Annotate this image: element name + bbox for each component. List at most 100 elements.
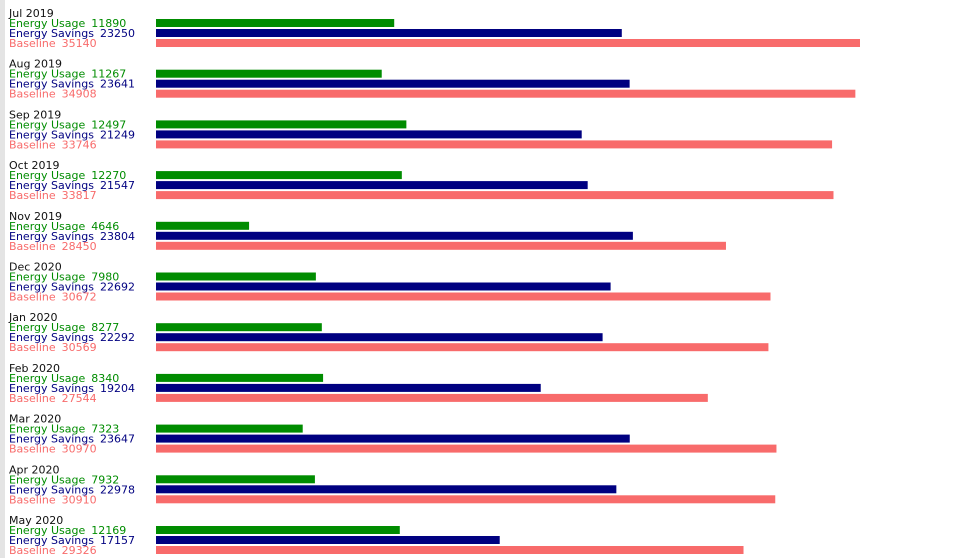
legend-entry: Energy Usage	[9, 524, 86, 537]
bar	[156, 130, 582, 139]
value-label: 12270	[91, 169, 126, 182]
series-label: Energy Savings 22692	[9, 281, 135, 294]
value-label: 21249	[100, 128, 135, 141]
legend-entry: Energy Savings	[9, 179, 94, 192]
bar	[156, 89, 856, 98]
series-label: Energy Savings 22292	[9, 331, 135, 344]
series-label: Energy Savings 23804	[9, 230, 135, 243]
legend-entry: Energy Usage	[9, 68, 86, 81]
value-label: 11890	[91, 17, 126, 30]
legend-entry: Energy Usage	[9, 423, 86, 436]
legend-entry: Baseline	[9, 291, 56, 304]
series-label: Energy Usage 12169	[9, 524, 126, 537]
series-label: Energy Savings 17157	[9, 534, 135, 547]
bar	[156, 495, 776, 504]
bar	[156, 444, 777, 453]
value-label: 30970	[62, 443, 97, 456]
series-label: Baseline 30672	[9, 291, 97, 304]
value-label: 8340	[91, 372, 119, 385]
value-label: 33746	[62, 138, 97, 151]
bar	[156, 272, 316, 281]
bar	[156, 536, 500, 544]
series-label: Energy Savings 21249	[9, 128, 135, 141]
value-label: 27544	[62, 392, 97, 405]
series-label: Energy Savings 23250	[9, 27, 135, 40]
bar	[156, 171, 402, 180]
series-label: Baseline 30910	[9, 493, 97, 506]
value-label: 7980	[91, 271, 119, 284]
legend-entry: Energy Savings	[9, 230, 94, 243]
category-label: Feb 2020	[9, 362, 60, 375]
category-label: Apr 2020	[9, 463, 60, 476]
series-label: Energy Usage 8340	[9, 372, 119, 385]
value-label: 7932	[91, 473, 119, 486]
category-label: Mar 2020	[9, 413, 61, 426]
legend-entry: Energy Usage	[9, 220, 86, 233]
value-label: 11267	[91, 68, 126, 81]
series-label: Energy Usage 11267	[9, 68, 126, 81]
series-label: Energy Usage 12497	[9, 118, 126, 131]
series-label: Baseline 33746	[9, 138, 97, 151]
legend-entry: Energy Usage	[9, 17, 86, 30]
series-label: Energy Savings 23641	[9, 78, 135, 91]
legend-entry: Energy Usage	[9, 118, 86, 131]
series-label: Baseline 27544	[9, 392, 97, 405]
legend-entry: Energy Usage	[9, 271, 86, 284]
bar	[156, 526, 400, 534]
bar	[156, 221, 250, 230]
value-label: 22692	[100, 281, 135, 294]
bar	[156, 29, 622, 37]
legend-entry: Energy Savings	[9, 281, 94, 294]
series-label: Energy Savings 22978	[9, 483, 135, 496]
value-label: 12169	[91, 524, 126, 537]
legend-entry: Energy Usage	[9, 372, 86, 385]
legend-entry: Energy Usage	[9, 321, 86, 334]
legend-entry: Baseline	[9, 443, 56, 456]
series-label: Energy Savings 19204	[9, 382, 135, 395]
value-label: 23647	[100, 433, 135, 446]
legend-entry: Energy Savings	[9, 128, 94, 141]
series-label: Energy Usage 7980	[9, 271, 119, 284]
legend-entry: Baseline	[9, 544, 56, 557]
legend-entry: Baseline	[9, 37, 56, 50]
value-label: 30910	[62, 493, 97, 506]
series-label: Baseline 35140	[9, 37, 97, 50]
series-label: Baseline 34908	[9, 88, 97, 101]
legend-entry: Energy Usage	[9, 473, 86, 486]
series-label: Energy Savings 23647	[9, 433, 135, 446]
legend-entry: Energy Savings	[9, 382, 94, 395]
category-label: Jul 2019	[8, 7, 54, 20]
bar	[156, 241, 726, 250]
legend-entry: Baseline	[9, 392, 56, 405]
bar	[156, 120, 407, 129]
series-label: Baseline 28450	[9, 240, 97, 253]
bar	[156, 39, 860, 47]
category-label: Sep 2019	[9, 108, 61, 121]
legend-entry: Baseline	[9, 341, 56, 354]
series-label: Baseline 30970	[9, 443, 97, 456]
legend-entry: Energy Savings	[9, 27, 94, 40]
legend-entry: Baseline	[9, 138, 56, 151]
bar	[156, 546, 744, 554]
legend-entry: Energy Usage	[9, 169, 86, 182]
category-label: May 2020	[9, 514, 63, 527]
category-label: Oct 2019	[9, 159, 60, 172]
legend-entry: Energy Savings	[9, 534, 94, 547]
bar	[156, 373, 324, 382]
series-label: Energy Usage 12270	[9, 169, 126, 182]
legend-entry: Energy Savings	[9, 483, 94, 496]
value-label: 8277	[91, 321, 119, 334]
series-label: Energy Usage 7932	[9, 473, 119, 486]
left-edge	[0, 0, 5, 558]
bar	[156, 69, 382, 78]
value-label: 23250	[100, 27, 135, 40]
bar	[156, 485, 617, 494]
bar	[156, 475, 315, 484]
bar	[156, 343, 769, 352]
bar	[156, 292, 771, 301]
category-label: Nov 2019	[9, 210, 62, 223]
bar	[156, 383, 541, 392]
category-label: Jan 2020	[8, 311, 57, 324]
legend-entry: Energy Savings	[9, 78, 94, 91]
value-label: 30569	[62, 341, 97, 354]
